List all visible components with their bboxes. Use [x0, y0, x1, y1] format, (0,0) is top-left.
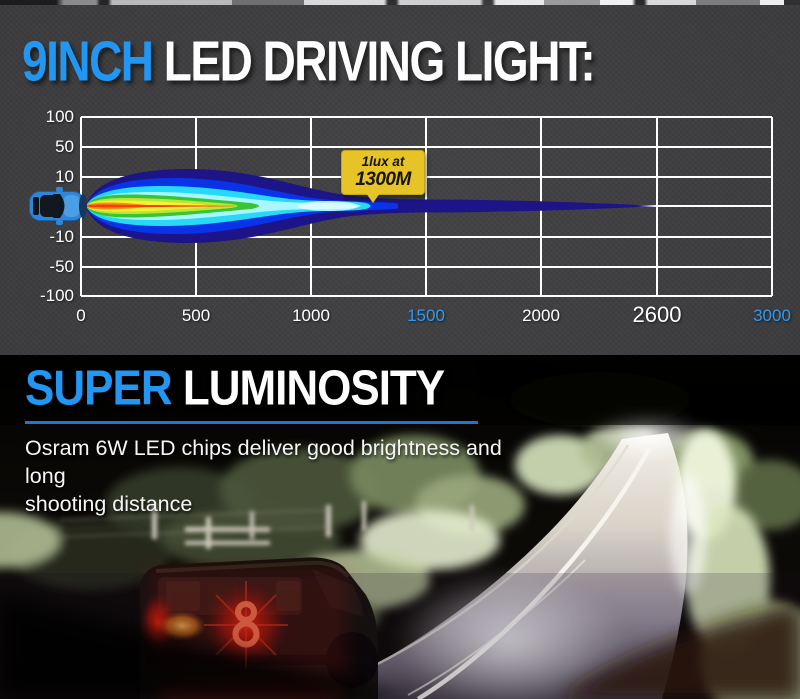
y-tick-50: 50 — [55, 137, 74, 156]
callout-line2: 1300M — [355, 169, 411, 191]
top-image-strip — [0, 0, 800, 5]
light-beam — [86, 169, 657, 243]
beam-distance-chart: 100 50 10 -10 -50 -100 0 500 1000 1500 2000 2600 30… — [0, 95, 800, 355]
page-header: 9INCH LED DRIVING LIGHT: — [22, 28, 782, 92]
night-scene — [0, 355, 800, 699]
luminosity-title: SUPER LUMINOSITY — [25, 361, 445, 417]
luminosity-title-rest: LUMINOSITY — [171, 361, 445, 416]
y-tick-10: 10 — [55, 167, 74, 186]
title-highlight: 9INCH — [22, 29, 154, 93]
lit-road-patch — [395, 570, 625, 699]
x-tick-1500: 1500 — [407, 306, 445, 325]
title-rest: LED DRIVING LIGHT: — [152, 29, 596, 93]
y-tick-100: 100 — [45, 107, 74, 126]
beam-hot-tip — [298, 201, 358, 211]
x-tick-0: 0 — [76, 306, 86, 325]
title-underline — [25, 421, 478, 424]
night-photo-section: SUPER LUMINOSITY Osram 6W LED chips deli… — [0, 355, 800, 699]
callout-line1: 1lux at — [361, 154, 405, 169]
top-vignette — [0, 355, 800, 425]
luminosity-title-highlight: SUPER — [25, 361, 173, 416]
x-tick-2600: 2600 — [632, 302, 682, 327]
foreground-bush — [560, 605, 800, 699]
fence-posts — [59, 501, 474, 549]
lux-distance-callout: 1lux at 1300M — [341, 150, 425, 204]
x-tick-3000: 3000 — [753, 306, 791, 325]
page-title: 9INCH LED DRIVING LIGHT: — [22, 28, 782, 94]
bottom-left-vignette — [0, 595, 420, 699]
x-tick-2000: 2000 — [522, 306, 560, 325]
beam-layer-red — [86, 204, 237, 208]
car-top-view — [29, 187, 87, 225]
luminosity-description: Osram 6W LED chips deliver good brightne… — [25, 436, 502, 516]
x-tick-500: 500 — [181, 306, 211, 325]
y-tick--10: -10 — [49, 227, 74, 246]
x-tick-1000: 1000 — [292, 306, 330, 325]
y-tick--50: -50 — [49, 257, 74, 276]
beam-chart-canvas — [29, 116, 773, 297]
y-tick--100: -100 — [39, 286, 74, 305]
